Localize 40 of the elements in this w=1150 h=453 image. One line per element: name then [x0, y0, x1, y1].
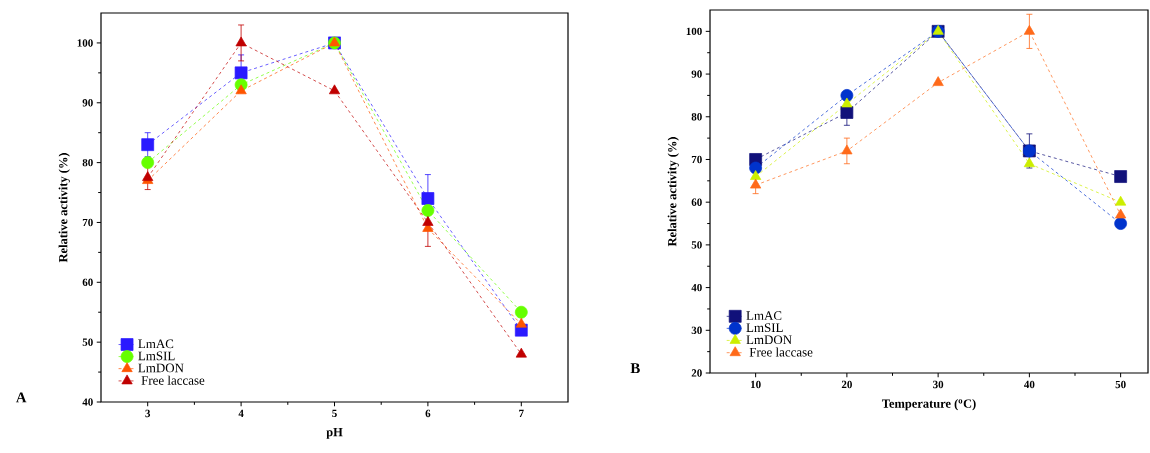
y-tick-label: 90: [82, 99, 93, 107]
y-tick-label: 80: [691, 113, 702, 121]
legend-label: Free laccase: [141, 375, 205, 385]
legend-label: LmSIL: [138, 351, 175, 361]
x-tick-label: 4: [238, 409, 244, 417]
y-tick-label: 80: [82, 158, 93, 167]
y-tick-label: 20: [691, 369, 702, 377]
legend-label: LmDON: [746, 335, 792, 345]
y-axis-title: Relative activity (%): [667, 137, 679, 247]
x-tick-label: 40: [1024, 380, 1035, 389]
legend-label: Free laccase: [749, 347, 813, 357]
x-tick-label: 3: [145, 409, 151, 418]
text: A: [15, 392, 27, 403]
x-tick-label: 5: [332, 409, 337, 418]
x-tick-label: 7: [519, 409, 524, 417]
text: B: [630, 363, 640, 374]
legend-label: LmAC: [746, 311, 782, 320]
x-axis-title: Temperature ($^{o}$C): [881, 399, 976, 411]
x-tick-label: 10: [751, 380, 761, 389]
y-axis-title: Relative activity (%): [58, 153, 70, 263]
y-tick-label: 40: [82, 398, 93, 406]
x-tick-label: 30: [933, 380, 944, 389]
y-tick-label: 30: [691, 326, 702, 334]
x-tick-label: 50: [1115, 380, 1126, 389]
x-axis-title: pH: [326, 427, 343, 439]
y-tick-label: 70: [691, 155, 702, 164]
legend-label: LmSIL: [746, 323, 783, 333]
y-tick-label: 60: [82, 278, 93, 287]
y-tick-label: 50: [691, 241, 702, 249]
legend-label: LmDON: [138, 363, 184, 373]
x-tick-label: 20: [841, 380, 852, 389]
y-tick-label: 40: [691, 283, 702, 292]
y-tick-label: 100: [77, 39, 93, 47]
y-tick-label: 60: [691, 198, 702, 206]
x-tick-label: 6: [425, 409, 431, 418]
legend-label: LmAC: [138, 339, 174, 349]
y-tick-label: 50: [82, 338, 93, 346]
y-tick-label: 90: [691, 70, 702, 78]
y-tick-label: 100: [686, 27, 702, 36]
y-tick-label: 70: [82, 218, 93, 227]
